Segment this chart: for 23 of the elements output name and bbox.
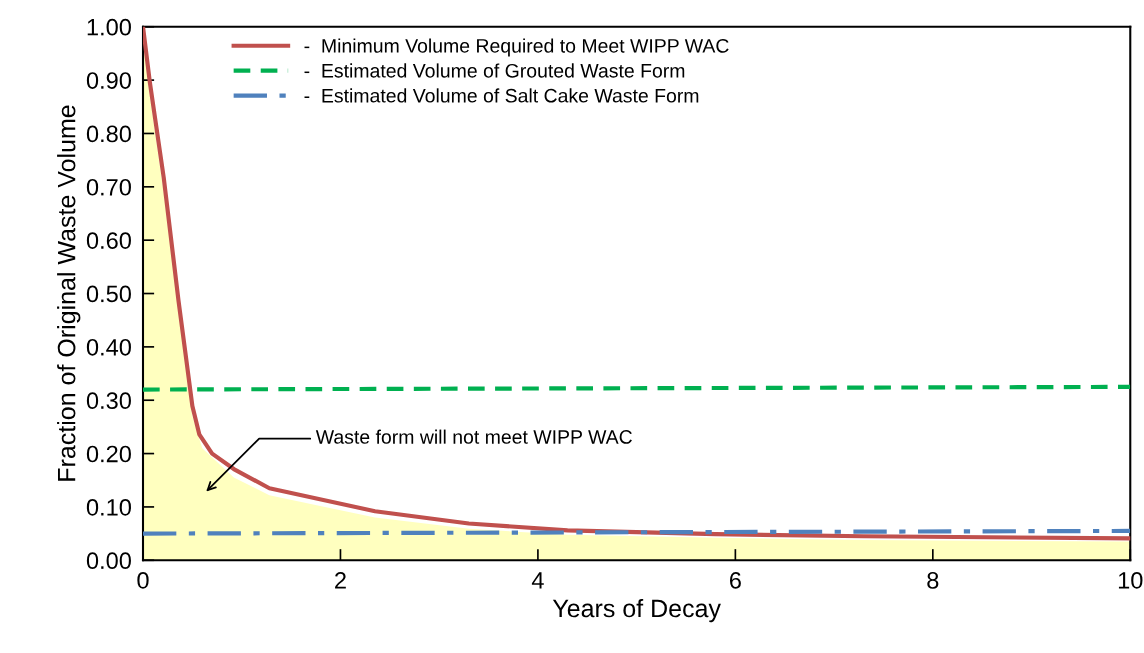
x-tick-label: 6 <box>730 572 741 589</box>
legend-label: - Estimated Volume of Grouted Waste Form <box>304 63 685 78</box>
x-tick-label: 8 <box>927 572 939 589</box>
x-tick-label: 4 <box>531 572 544 589</box>
x-tick-label: 10 <box>1118 572 1143 589</box>
x-tick-label: 0 <box>137 572 149 589</box>
y-tick-label: 0.10 <box>86 498 131 516</box>
annotation: Waste form will not meet WIPP WAC <box>315 429 632 444</box>
y-tick-label: 1.00 <box>87 18 131 36</box>
y-tick-label: 0.30 <box>86 392 131 410</box>
y-tick-label: 0.40 <box>86 338 131 356</box>
y-tick-label: 0.70 <box>86 178 131 196</box>
y-tick-label: 0.20 <box>86 445 131 463</box>
y-tick-label: 0.00 <box>86 552 131 570</box>
y-tick-label: 0.50 <box>86 285 131 303</box>
y-tick-label: 0.80 <box>86 125 131 143</box>
y-tick-label: 0.60 <box>86 232 131 249</box>
y-tick-label: 0.90 <box>86 72 131 89</box>
legend-label: - Estimated Volume of Salt Cake Waste Form <box>304 88 699 103</box>
x-axis-title: Years of Decay <box>552 598 721 623</box>
y-axis-title: Fraction of Original Waste Volume <box>57 105 81 481</box>
legend-label: - Minimum Volume Required to Meet WIPP WAC <box>304 38 729 57</box>
x-tick-label: 2 <box>335 572 346 589</box>
